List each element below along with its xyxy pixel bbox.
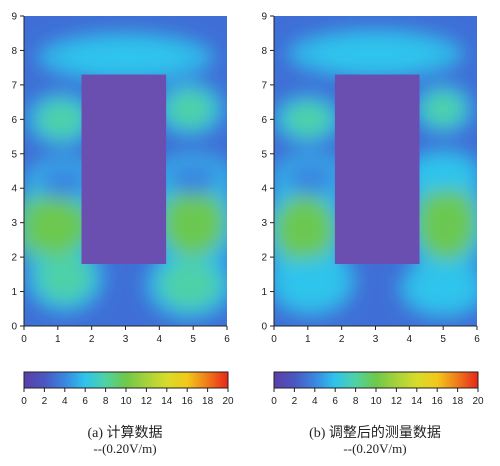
- colorbar-tick-label: 14: [411, 396, 423, 407]
- colorbar-tick-label: 16: [432, 396, 444, 407]
- hotspot-core: [274, 195, 335, 264]
- y-tick-label: 4: [261, 184, 267, 195]
- chart-panel-b: 0 1 2 3 4 5 6 0 1 2 3 4 5 6 7 8 9 0 2 4 6 8 10 12 14 16 18 20 (b) 调…: [250, 0, 500, 466]
- y-tick-label: 3: [11, 218, 17, 229]
- hotspot-core: [161, 188, 226, 258]
- hotspot-core: [24, 195, 85, 258]
- y-tick-label: 7: [261, 80, 267, 91]
- y-tick-label: 2: [11, 253, 17, 264]
- y-tick-label: 5: [261, 149, 267, 160]
- colorbar-tick-label: 10: [370, 396, 382, 407]
- x-tick-label: 5: [440, 334, 446, 345]
- unit-label-a: --(0.20V/m): [93, 441, 157, 456]
- hotspot-core: [422, 91, 464, 127]
- colorbar-tick-label: 2: [292, 396, 298, 407]
- y-tick-label: 1: [11, 287, 17, 298]
- colorbar-tick-label: 20: [222, 396, 234, 407]
- caption-a: (a) 计算数据: [87, 426, 163, 441]
- y-tick-label: 4: [11, 184, 17, 195]
- colorbar-tick-label: 18: [202, 396, 214, 407]
- y-tick-label: 3: [261, 218, 267, 229]
- y-tick-label: 1: [261, 287, 267, 298]
- x-tick-label: 2: [89, 334, 95, 345]
- hotspot-core: [416, 157, 471, 192]
- obstacle-rect: [81, 74, 167, 264]
- unit-label-b: --(0.20V/m): [343, 441, 407, 456]
- y-tick-label: 0: [11, 322, 17, 333]
- caption-b: (b) 调整后的测量数据: [309, 426, 441, 441]
- y-tick-label: 5: [11, 149, 17, 160]
- y-tick-label: 2: [261, 253, 267, 264]
- hotspot-core: [416, 184, 477, 261]
- x-tick-label: 2: [339, 334, 345, 345]
- y-tick-label: 9: [11, 12, 17, 23]
- y-tick-label: 9: [261, 12, 267, 23]
- colorbar: [23, 371, 229, 389]
- colorbar-tick-label: 0: [271, 396, 277, 407]
- x-tick-label: 6: [224, 334, 230, 345]
- chart-panel-a: 0 1 2 3 4 5 6 0 1 2 3 4 5 6 7 8 9 0 2 4 6 8 10 12 14 16 18 20 (a) 计…: [11, 12, 234, 457]
- hotspot-core: [412, 267, 474, 309]
- colorbar-tick-label: 4: [62, 396, 68, 407]
- y-tick-label: 6: [11, 115, 17, 126]
- colorbar-tick-label: 6: [332, 396, 338, 407]
- obstacle-rect: [334, 74, 420, 264]
- y-tick-label: 6: [261, 115, 267, 126]
- y-tick-label: 7: [11, 80, 17, 91]
- x-tick-label: 4: [157, 334, 163, 345]
- hotspot-core: [314, 36, 437, 72]
- y-tick-label: 8: [261, 46, 267, 57]
- colorbar-tick-label: 8: [353, 396, 359, 407]
- y-tick-label: 8: [11, 46, 17, 57]
- x-tick-label: 1: [305, 334, 311, 345]
- colorbar-tick-label: 8: [103, 396, 109, 407]
- colorbar-tick-label: 12: [391, 396, 403, 407]
- x-tick-label: 4: [407, 334, 413, 345]
- colorbar-tick-label: 20: [472, 396, 484, 407]
- hotspot-core: [284, 160, 339, 196]
- hotspot-core: [280, 257, 342, 306]
- colorbar-tick-label: 10: [120, 396, 132, 407]
- x-tick-label: 5: [190, 334, 196, 345]
- hotspot-core: [284, 102, 332, 137]
- colorbar-tick-label: 6: [82, 396, 88, 407]
- x-tick-label: 3: [123, 334, 129, 345]
- x-tick-label: 0: [21, 334, 27, 345]
- y-tick-label: 0: [261, 322, 267, 333]
- colorbar-tick-label: 14: [161, 396, 173, 407]
- hotspot-core: [64, 40, 187, 75]
- hotspot-core: [37, 253, 92, 302]
- colorbar-tick-label: 12: [141, 396, 153, 407]
- colorbar-tick-label: 4: [312, 396, 318, 407]
- x-tick-label: 6: [474, 334, 480, 345]
- hotspot-core: [166, 160, 221, 196]
- hotspot-core: [159, 260, 221, 309]
- hotspot-core: [37, 100, 85, 139]
- hotspot-core: [166, 90, 214, 128]
- colorbar-tick-label: 16: [182, 396, 194, 407]
- colorbar-tick-label: 0: [21, 396, 27, 407]
- x-tick-label: 0: [271, 334, 277, 345]
- colorbar-tick-label: 2: [42, 396, 48, 407]
- colorbar-tick-label: 18: [452, 396, 464, 407]
- hotspot-core: [37, 164, 92, 199]
- x-tick-label: 3: [373, 334, 379, 345]
- colorbar: [273, 371, 479, 389]
- x-tick-label: 1: [55, 334, 61, 345]
